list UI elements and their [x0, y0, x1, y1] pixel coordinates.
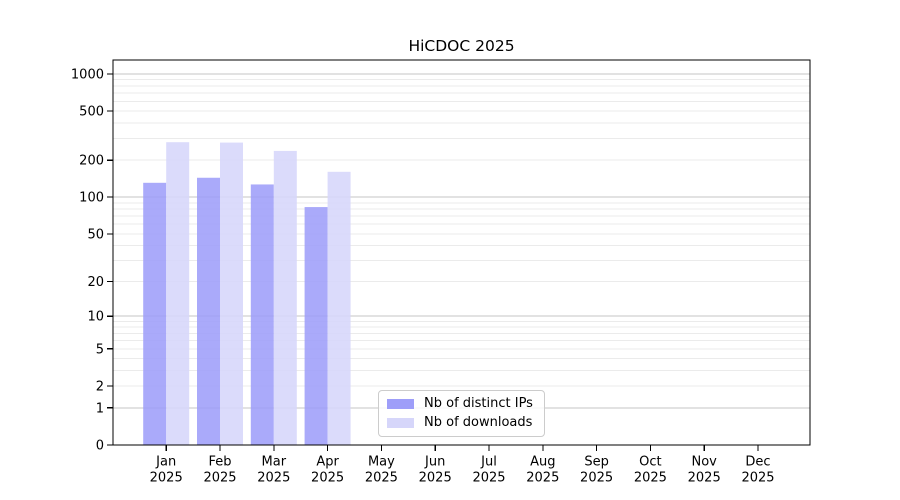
legend-item-distinct-ips: Nb of distinct IPs — [387, 397, 544, 411]
legend-swatch-distinct-ips — [387, 399, 414, 409]
x-tick-label-month: Aug — [530, 455, 555, 470]
bar-mar-s1 — [273, 150, 297, 446]
plot-frame — [112, 59, 811, 446]
y-tick-label: 500 — [79, 105, 104, 120]
y-tick-label: 0 — [96, 439, 104, 454]
x-tick-label-month: Apr — [316, 455, 339, 470]
x-tick-label-year: 2025 — [203, 471, 236, 486]
chart-title: HiCDOC 2025 — [408, 37, 515, 55]
bar-apr-s1 — [327, 171, 351, 445]
x-tick-label-year: 2025 — [311, 471, 344, 486]
y-tick-label: 2 — [96, 380, 104, 395]
legend-label-distinct-ips: Nb of distinct IPs — [424, 396, 533, 411]
x-tick-label-month: Jun — [424, 455, 445, 470]
x-tick-label-month: Jul — [480, 455, 497, 470]
bar-apr-s0 — [304, 207, 328, 445]
x-tick-label-month: Sep — [584, 455, 609, 470]
bar-jan-s0 — [143, 182, 167, 445]
legend: Nb of distinct IPs Nb of downloads — [378, 390, 545, 437]
x-tick-label-year: 2025 — [634, 471, 667, 486]
y-tick-label: 1 — [96, 401, 104, 416]
y-tick-label: 5 — [96, 342, 104, 357]
x-axis-ticks: Jan2025Feb2025Mar2025Apr2025May2025Jun20… — [150, 445, 775, 486]
legend-item-downloads: Nb of downloads — [387, 416, 544, 430]
x-tick-label-month: May — [368, 455, 395, 470]
x-tick-label-month: Mar — [262, 455, 287, 470]
x-tick-label-month: Nov — [692, 455, 718, 470]
y-axis-ticks: 0 1 2 5 10 20 50 100 200 500 1000 — [71, 68, 113, 454]
y-tick-label: 10 — [87, 310, 104, 325]
x-tick-label-year: 2025 — [526, 471, 559, 486]
x-tick-label-year: 2025 — [419, 471, 452, 486]
x-tick-label-month: Jan — [155, 455, 176, 470]
x-tick-label-year: 2025 — [472, 471, 505, 486]
x-tick-label-month: Dec — [745, 455, 770, 470]
x-tick-label-year: 2025 — [257, 471, 290, 486]
x-tick-label-year: 2025 — [365, 471, 398, 486]
y-tick-label: 100 — [79, 191, 104, 206]
x-tick-label-month: Feb — [208, 455, 231, 470]
y-tick-label: 200 — [79, 154, 104, 169]
bar-feb-s1 — [220, 142, 243, 445]
bar-feb-s0 — [197, 177, 220, 445]
bars-nb-of-downloads — [166, 142, 351, 446]
y-tick-label: 50 — [87, 227, 104, 242]
bars-nb-of-distinct-ips — [143, 177, 328, 446]
x-tick-label-year: 2025 — [688, 471, 721, 486]
y-tick-label: 1000 — [71, 68, 104, 83]
bar-mar-s0 — [250, 184, 274, 446]
legend-swatch-downloads — [387, 418, 414, 428]
x-tick-label-year: 2025 — [580, 471, 613, 486]
bar-jan-s1 — [166, 142, 190, 445]
legend-label-downloads: Nb of downloads — [424, 415, 533, 430]
x-tick-label-year: 2025 — [741, 471, 774, 486]
x-tick-label-year: 2025 — [150, 471, 183, 486]
x-tick-label-month: Oct — [639, 455, 661, 470]
y-tick-label: 20 — [87, 275, 104, 290]
